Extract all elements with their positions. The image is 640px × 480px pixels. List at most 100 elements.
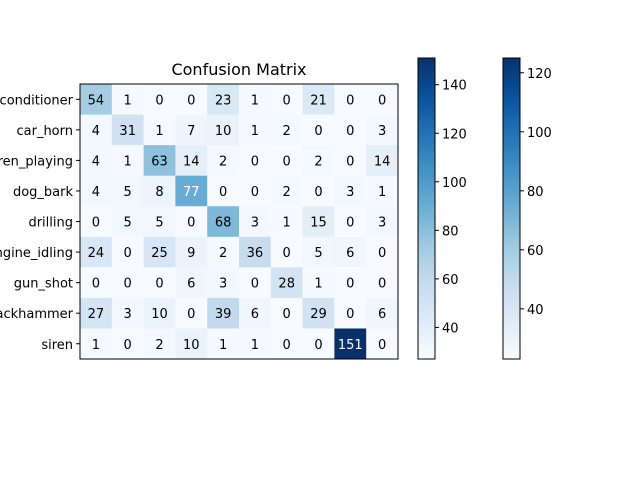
colorbar-segment: [503, 332, 520, 337]
colorbar-segment: [503, 118, 520, 123]
colorbar-segment: [418, 211, 435, 216]
colorbar-segment: [503, 144, 520, 149]
colorbar-segment: [418, 248, 435, 253]
colorbar-segment: [418, 78, 435, 83]
cell-value-label: 27: [88, 307, 105, 322]
cell-value-label: 14: [374, 154, 391, 169]
heatmap-cell: [80, 84, 113, 115]
colorbar-segment: [418, 352, 435, 357]
heatmap-cell: [175, 84, 208, 115]
heatmap-cell: [334, 206, 367, 238]
colorbar-segment: [503, 104, 520, 109]
colorbar-segment: [418, 335, 435, 340]
heatmap-cell: [143, 84, 176, 115]
colorbar-segment: [418, 258, 435, 263]
heatmap-cell: [111, 206, 144, 238]
heatmap-cell: [80, 145, 113, 177]
heatmap-cell: [302, 145, 335, 177]
cell-value-label: 31: [119, 124, 136, 139]
colorbar-segment: [503, 275, 520, 280]
heatmap-cell: [302, 328, 335, 360]
colorbar-segment: [418, 221, 435, 226]
cell-value-label: 3: [346, 185, 354, 200]
colorbar-segment: [418, 181, 435, 186]
cell-value-label: 5: [314, 246, 322, 261]
cell-value-label: 29: [310, 307, 327, 322]
cell-value-label: 0: [124, 246, 132, 261]
heatmap-cell: [239, 267, 272, 299]
colorbar-segment: [418, 235, 435, 240]
cell-value-label: 3: [124, 307, 132, 322]
colorbar-segment: [503, 268, 520, 273]
colorbar-segment: [418, 154, 435, 159]
heatmap-cell: [334, 328, 367, 360]
heatmap-cell: [175, 297, 208, 329]
heatmap-cell: [111, 328, 144, 360]
row-label: dog_bark: [13, 185, 74, 200]
heatmap-cell: [302, 267, 335, 299]
heatmap-cell: [175, 328, 208, 360]
colorbar-segment: [418, 295, 435, 300]
row-label: jackhammer: [0, 307, 74, 322]
cell-value-label: 28: [278, 277, 295, 292]
cell-value-label: 54: [88, 93, 105, 108]
heatmap-cell: [111, 236, 144, 268]
heatmap-cell: [207, 145, 240, 177]
colorbar-segment: [503, 161, 520, 166]
colorbar-segment: [418, 71, 435, 76]
heatmap-cell: [111, 175, 144, 207]
colorbar-segment: [418, 312, 435, 317]
colorbar-segment: [418, 338, 435, 343]
colorbar-segment: [503, 282, 520, 287]
cell-value-label: 0: [346, 216, 354, 231]
heatmap-cell: [207, 328, 240, 360]
colorbar-tick-label: 80: [527, 185, 544, 200]
colorbar-segment: [418, 104, 435, 109]
colorbar-segment: [503, 181, 520, 186]
colorbar-segment: [418, 114, 435, 119]
colorbar-segment: [418, 168, 435, 173]
heatmap-cell: [302, 175, 335, 207]
colorbar-segment: [503, 298, 520, 303]
heatmap-cell: [334, 114, 367, 146]
colorbar-segment: [418, 205, 435, 210]
colorbar-segment: [418, 285, 435, 290]
heatmap-cell: [334, 175, 367, 207]
colorbar-tick-label: 60: [442, 273, 459, 288]
colorbar-segment: [418, 255, 435, 260]
colorbar-segment: [418, 111, 435, 116]
cell-value-label: 10: [151, 307, 168, 322]
colorbar-segment: [418, 241, 435, 246]
heatmap-cell: [239, 297, 272, 329]
colorbar-segment: [418, 355, 435, 360]
cell-value-label: 0: [251, 154, 259, 169]
colorbar-segment: [418, 288, 435, 293]
colorbar-segment: [503, 308, 520, 313]
colorbar-segment: [503, 64, 520, 69]
colorbar-segment: [418, 61, 435, 66]
heatmap-cell: [302, 236, 335, 268]
heatmap-cell: [175, 236, 208, 268]
heatmap-cell: [334, 236, 367, 268]
colorbar-segment: [503, 338, 520, 343]
heatmap-cell: [239, 175, 272, 207]
cell-value-label: 0: [251, 277, 259, 292]
colorbar-segment: [418, 101, 435, 106]
colorbar-segment: [418, 131, 435, 136]
colorbar-segment: [503, 158, 520, 163]
colorbar-segment: [418, 328, 435, 333]
cell-value-label: 3: [378, 216, 386, 231]
heatmap-cell: [366, 84, 399, 115]
cell-value-label: 0: [283, 307, 291, 322]
heatmap-cell: [80, 114, 113, 146]
colorbar-segment: [503, 258, 520, 263]
row-label: air_conditioner: [0, 93, 74, 108]
heatmap-cell: [207, 236, 240, 268]
heatmap-cell: [239, 84, 272, 115]
colorbar-segment: [503, 225, 520, 230]
heatmap-cell: [270, 297, 303, 329]
heatmap-cell: [366, 328, 399, 360]
colorbar-segment: [418, 121, 435, 126]
heatmap-cell: [366, 297, 399, 329]
